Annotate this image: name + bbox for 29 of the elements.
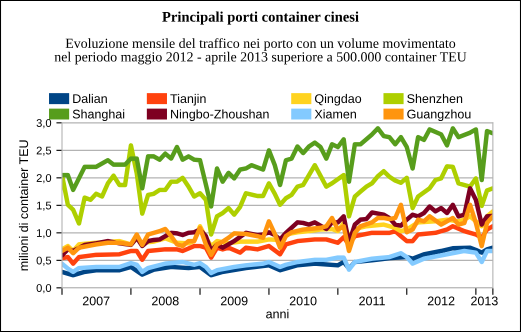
y-tick-label: 3,0 [36,119,52,128]
legend-label: Shanghai [72,109,124,122]
y-tick-label: 1,0 [36,229,52,238]
x-tick-label: 2008 [152,296,179,306]
y-tick-label: 2,0 [36,174,52,184]
line-series [62,202,493,258]
legend-label: Dalian [73,94,107,104]
x-tick-label: 2009 [220,296,248,306]
x-tick-label: 2012 [428,296,454,306]
legend-label: Ningbo-Zhoushan [171,109,269,122]
x-tick-label: 2011 [359,296,385,306]
y-tick-label: 2,5 [36,146,52,156]
line-series [62,143,493,237]
x-tick-label: 2007 [82,296,110,306]
legend-label: Guangzhou [407,109,470,122]
y-axis-title: milioni di container TEU [18,140,28,270]
x-axis-title: anni [266,309,288,318]
chart-title: Principali porti container cinesi [162,11,359,25]
x-tick-label: 2013 [471,296,498,306]
x-tick-label: 2010 [290,296,317,306]
y-tick-label: 0,0 [36,284,52,294]
y-tick-label: 1,5 [36,202,52,211]
chart-subtitle: Evoluzione mensile del traffico nei porto con un volume movimentato nel periodo maggio 2012 - aprile 2013 superiore a 500.000 container TEU [54,38,466,64]
legend-label: Qingdao [314,94,362,106]
legend-label: Xiamen [314,109,356,119]
y-tick-label: 0,5 [36,256,52,266]
line-series [62,126,493,209]
legend-label: Tianjin [170,94,206,106]
legend-label: Shenzhen [407,94,462,104]
